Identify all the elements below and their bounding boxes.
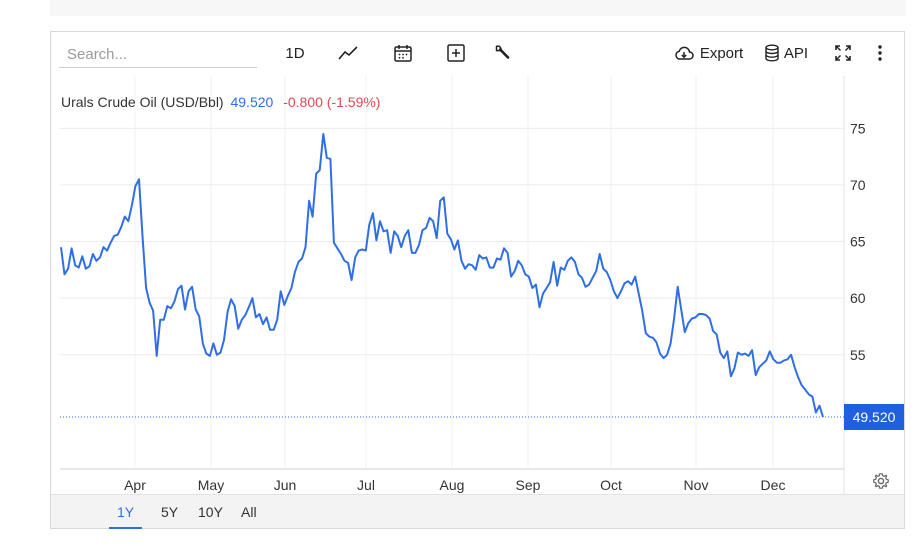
- chart-type-button[interactable]: [335, 40, 363, 66]
- x-tick-label: Sep: [516, 477, 541, 493]
- y-tick-label: 70: [850, 177, 866, 193]
- x-tick-label: May: [198, 477, 224, 493]
- fullscreen-button[interactable]: [832, 40, 854, 66]
- line-chart-icon: [338, 45, 360, 61]
- last-price-badge: 49.520: [844, 404, 904, 431]
- chart-legend: Urals Crude Oil (USD/Bbl) 49.520 -0.800 …: [61, 94, 380, 110]
- y-tick-label: 65: [850, 234, 866, 250]
- x-tick-label: Oct: [600, 477, 622, 493]
- range-10y[interactable]: 10Y: [198, 504, 223, 520]
- x-tick-label: Apr: [124, 477, 146, 493]
- fullscreen-icon: [833, 43, 853, 63]
- export-button[interactable]: Export: [671, 40, 745, 66]
- add-indicator-button[interactable]: [444, 40, 468, 66]
- interval-button[interactable]: 1D: [283, 40, 307, 66]
- chart-toolbar: 1D: [51, 32, 904, 76]
- api-label: API: [783, 44, 809, 62]
- x-tick-label: Aug: [440, 477, 465, 493]
- gear-icon: [872, 473, 890, 494]
- date-range-button[interactable]: [391, 40, 415, 66]
- wrench-icon: [492, 43, 512, 63]
- y-tick-label: 55: [850, 347, 866, 363]
- range-1y[interactable]: 1Y: [109, 495, 143, 529]
- chart-settings-button[interactable]: [872, 472, 890, 495]
- time-range-bar: 1Y 5Y 10Y All: [51, 494, 904, 529]
- range-5y[interactable]: 5Y: [161, 504, 179, 520]
- x-tick-label: Jun: [274, 477, 297, 493]
- x-tick-label: Dec: [761, 477, 786, 493]
- add-indicator-icon: [446, 43, 466, 63]
- legend-last-value: 49.520: [230, 94, 274, 110]
- price-line: [60, 133, 824, 418]
- y-tick-label: 75: [850, 120, 866, 136]
- y-tick-label: 60: [850, 290, 866, 306]
- chart-widget: 1D: [50, 31, 905, 529]
- calendar-icon: [393, 43, 413, 63]
- range-all[interactable]: All: [241, 504, 257, 520]
- settings-tools-button[interactable]: [490, 40, 514, 66]
- x-tick-label: Nov: [684, 477, 709, 493]
- cloud-download-icon: [673, 44, 695, 62]
- legend-name: Urals Crude Oil (USD/Bbl): [61, 94, 224, 110]
- more-options-button[interactable]: [871, 40, 889, 66]
- api-button[interactable]: API: [763, 40, 809, 66]
- more-vertical-icon: [877, 44, 883, 62]
- legend-change: -0.800 (-1.59%): [283, 94, 381, 110]
- x-tick-label: Jul: [357, 477, 375, 493]
- database-icon: [764, 44, 780, 62]
- export-label: Export: [699, 44, 744, 62]
- interval-label: 1D: [285, 44, 305, 62]
- top-strip: [50, 0, 906, 16]
- search-input[interactable]: [59, 42, 257, 68]
